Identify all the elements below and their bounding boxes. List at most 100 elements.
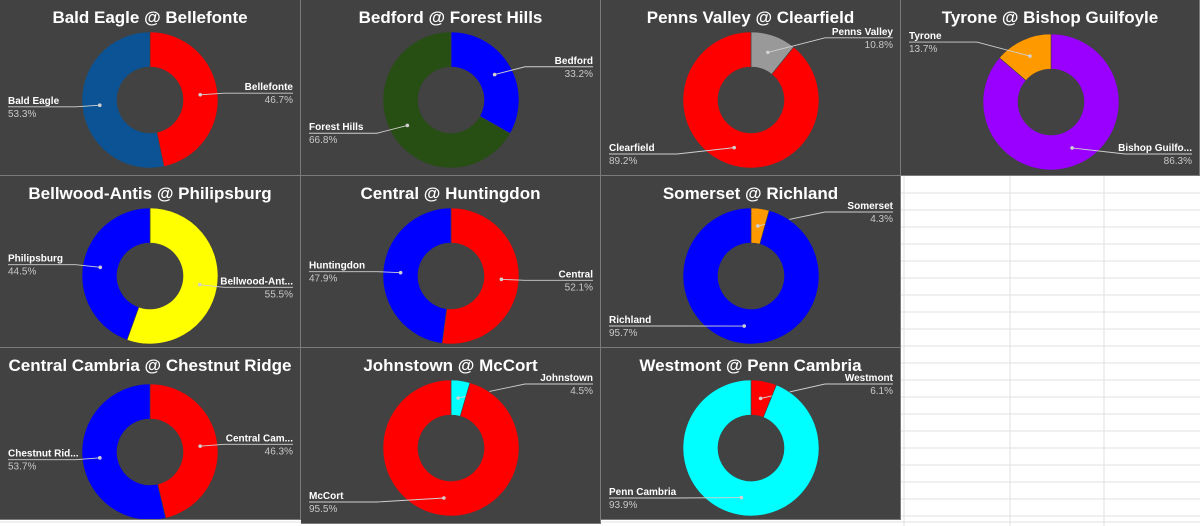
slice-clearfield: [682, 31, 820, 169]
slice-richland: [682, 207, 820, 345]
chart-panel-bald-eagle-bellefonte[interactable]: Bald Eagle @ Bellefonte Bellefonte 46.7% B…: [0, 0, 301, 176]
slice-label: Penns Valley: [832, 27, 894, 38]
slice-label: Penn Cambria: [609, 487, 677, 498]
leader-dot: [732, 145, 736, 150]
slice-mccort: [382, 379, 520, 517]
donut-chart: Somerset 4.3% Richland 95.7%: [609, 201, 894, 345]
slice-label: Tyrone: [909, 31, 942, 42]
slice-percent-label: 33.2%: [565, 69, 593, 80]
chart-panel-central-huntingdon[interactable]: Central @ Huntingdon Central 52.1% Hunting…: [301, 176, 601, 348]
donut-chart: Johnstown 4.5% McCort 95.5%: [309, 373, 593, 517]
leader-line: [200, 92, 293, 96]
slice-tyrone: [999, 33, 1052, 81]
leader-line: [767, 37, 893, 53]
leader-line: [494, 66, 593, 76]
slice-bedford: [450, 31, 520, 134]
slice-label: Chestnut Rid...: [8, 449, 79, 460]
slice-percent-label: 46.3%: [265, 446, 293, 457]
leader-dot: [405, 123, 410, 128]
donut-chart: Westmont 6.1% Penn Cambria 93.9%: [609, 373, 894, 517]
donut-chart: Central Cam... 46.3% Chestnut Rid... 53.7%: [8, 383, 293, 519]
chart-panel-westmont-penn-cambria[interactable]: Westmont @ Penn Cambria Westmont 6.1% Penn…: [601, 348, 901, 520]
slice-percent-label: 53.7%: [8, 462, 36, 473]
donut-chart: Bellefonte 46.7% Bald Eagle 53.3%: [8, 31, 294, 169]
slice-percent-label: 66.8%: [309, 135, 337, 146]
chart-panel-tyrone-bishop-guilfoyle[interactable]: Tyrone @ Bishop Guilfoyle Bishop Guilfo.…: [901, 0, 1200, 176]
chart-title: Westmont @ Penn Cambria: [639, 356, 862, 375]
slice-label: Bellefonte: [245, 82, 294, 93]
leader-line: [8, 104, 100, 108]
slice-label: Johnstown: [540, 373, 593, 384]
slice-label: Central: [559, 269, 594, 280]
slice-central: [441, 207, 520, 345]
slice-percent-label: 53.3%: [8, 109, 36, 120]
slice-huntingdon: [382, 207, 452, 344]
slice-percent-label: 10.8%: [865, 40, 893, 51]
slice-label: Bedford: [555, 56, 593, 67]
chart-title: Somerset @ Richland: [662, 184, 839, 203]
slice-penn-cambria: [682, 379, 820, 517]
leader-dot: [492, 72, 497, 77]
leader-line: [8, 457, 100, 461]
chart-panel-penns-valley-clearfield[interactable]: Penns Valley @ Clearfield Penns Valley 10…: [601, 0, 901, 176]
slice-label: McCort: [309, 491, 344, 502]
slice-percent-label: 89.2%: [609, 156, 637, 167]
slice-percent-label: 4.3%: [870, 214, 893, 225]
chart-title: Central Cambria @ Chestnut Ridge: [8, 356, 292, 375]
slice-percent-label: 95.7%: [609, 328, 637, 339]
leader-dot: [398, 270, 403, 275]
chart-title: Bedford @ Forest Hills: [358, 8, 543, 27]
slice-label: Bald Eagle: [8, 96, 60, 107]
slice-label: Westmont: [845, 373, 894, 384]
slice-philipsburg: [81, 207, 151, 341]
chart-panel-central-cambria-chestnut-ridge[interactable]: Central Cambria @ Chestnut Ridge Central…: [0, 348, 301, 520]
slice-bald-eagle: [81, 31, 165, 169]
chart-title: Central @ Huntingdon: [360, 184, 541, 203]
leader-line: [501, 278, 593, 281]
chart-panel-bedford-forest-hills[interactable]: Bedford @ Forest Hills Bedford 33.2% Fores…: [301, 0, 601, 176]
donut-chart: Central 52.1% Huntingdon 47.9%: [309, 207, 594, 345]
donut-chart: Bedford 33.2% Forest Hills 66.8%: [309, 31, 593, 169]
slice-label: Richland: [609, 315, 651, 326]
leader-dot: [739, 495, 744, 500]
leader-line: [909, 41, 1031, 57]
slice-label: Somerset: [847, 201, 893, 212]
slice-percent-label: 47.9%: [309, 274, 337, 285]
chart-panel-bellwood-antis-philipsburg[interactable]: Bellwood-Antis @ Philipsburg Bellwood-An…: [0, 176, 301, 348]
slice-label: Philipsburg: [8, 254, 63, 265]
slice-label: Huntingdon: [309, 261, 365, 272]
slice-percent-label: 86.3%: [1164, 156, 1192, 167]
leader-dot: [766, 50, 770, 55]
slice-label: Central Cam...: [226, 433, 293, 444]
chart-title: Johnstown @ McCort: [363, 356, 538, 375]
leader-line: [8, 264, 101, 268]
slice-label: Bishop Guilfo...: [1118, 143, 1192, 154]
slice-percent-label: 46.7%: [265, 95, 293, 106]
slice-percent-label: 95.5%: [309, 504, 337, 515]
leader-line: [609, 147, 735, 155]
slice-label: Clearfield: [609, 143, 655, 154]
chart-panel-somerset-richland[interactable]: Somerset @ Richland Somerset 4.3% Richland…: [601, 176, 901, 348]
chart-title: Bald Eagle @ Bellefonte: [52, 8, 248, 27]
slice-chestnut-rid: [81, 383, 167, 519]
chart-title: Tyrone @ Bishop Guilfoyle: [941, 8, 1159, 27]
donut-chart: Bellwood-Ant... 55.5% Philipsburg 44.5%: [8, 207, 293, 345]
leader-line: [309, 271, 401, 274]
slice-percent-label: 93.9%: [609, 500, 637, 511]
leader-line: [1072, 147, 1192, 155]
slice-central-cam: [149, 383, 219, 519]
leader-line: [309, 124, 408, 134]
slice-bellwood-ant: [126, 207, 219, 345]
slice-percent-label: 44.5%: [8, 267, 36, 278]
slice-forest-hills: [382, 31, 511, 169]
leader-dot: [758, 396, 763, 401]
slice-bishop-guilfo: [982, 33, 1120, 171]
slice-percent-label: 55.5%: [265, 289, 293, 300]
slice-percent-label: 6.1%: [870, 386, 893, 397]
chart-title: Penns Valley @ Clearfield: [646, 8, 855, 27]
chart-panel-johnstown-mccort[interactable]: Johnstown @ McCort Johnstown 4.5% McCort 95…: [301, 348, 601, 524]
donut-chart: Penns Valley 10.8% Clearfield 89.2%: [609, 27, 894, 169]
slice-percent-label: 52.1%: [565, 282, 593, 293]
leader-line: [200, 443, 293, 447]
